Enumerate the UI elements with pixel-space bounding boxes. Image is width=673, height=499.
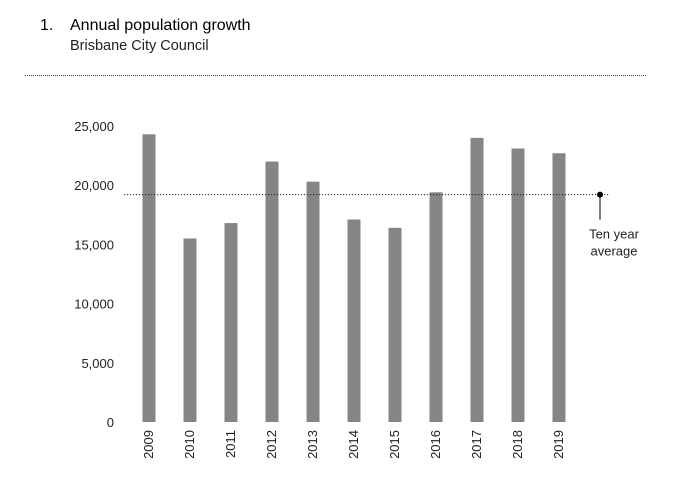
bar-2009 [142,134,156,422]
y-axis: 0 5,000 10,000 15,000 20,000 25,000 [74,119,114,430]
bar-2017 [470,137,484,422]
bar-2016 [429,192,443,422]
y-tick-label: 25,000 [74,119,114,134]
bar-2019 [552,153,566,422]
bar-2015 [388,227,402,422]
x-tick-label: 2016 [428,430,443,459]
x-tick-label: 2014 [346,430,361,459]
chart-subtitle: Brisbane City Council [70,38,209,54]
x-axis: 2009 2010 2011 2012 2013 2014 2015 2016 2017 2018… [141,430,566,459]
x-tick-label: 2009 [141,430,156,459]
bar-2010 [183,238,197,422]
x-tick-label: 2015 [387,430,402,459]
bar-2014 [347,219,361,422]
bar-2012 [265,161,279,422]
x-tick-label: 2017 [469,430,484,459]
header-divider [25,75,646,76]
chart-title: Annual population growth [70,17,251,34]
figure-number: 1. [40,17,54,34]
y-tick-label: 0 [107,415,114,430]
y-tick-label: 5,000 [81,356,114,371]
y-tick-label: 15,000 [74,237,114,252]
y-tick-label: 10,000 [74,297,114,312]
average-annotation-label: Ten year [589,227,640,242]
bar-2011 [224,223,238,422]
bars-group [142,134,566,422]
bar-2018 [511,148,525,422]
x-tick-label: 2012 [264,430,279,459]
x-tick-label: 2013 [305,430,320,459]
bar-2013 [306,181,320,422]
x-tick-label: 2010 [182,430,197,459]
title-row: 1. Annual population growth [40,16,251,36]
x-tick-label: 2018 [510,430,525,459]
reference-line-group: Ten year average [124,191,640,259]
average-annotation-label: average [591,244,638,259]
x-tick-label: 2011 [223,430,238,458]
x-tick-label: 2019 [551,430,566,459]
chart-header: 1. Annual population growth Brisbane Cit… [40,16,251,56]
y-tick-label: 20,000 [74,178,114,193]
